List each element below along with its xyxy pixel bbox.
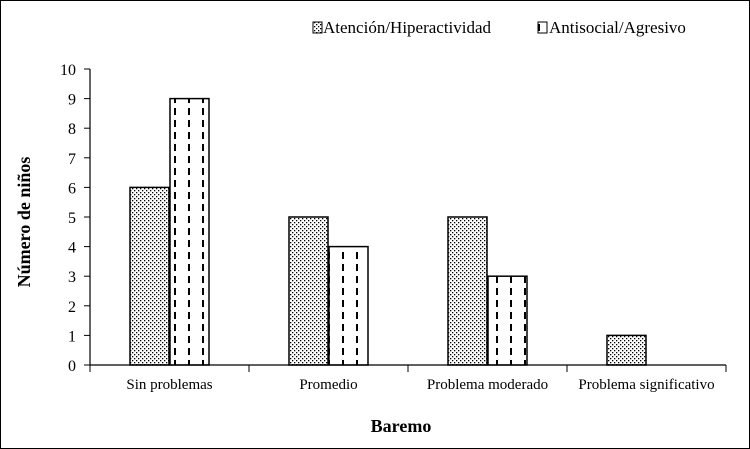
axes [89,69,727,372]
y-tick-label: 4 [68,240,76,257]
legend-label-antisocial: Antisocial/Agresivo [549,18,686,37]
y-tick-label: 1 [68,328,76,345]
x-axis-title: Baremo [371,416,432,436]
bar-atencion-3 [606,334,647,366]
legend: Atención/Hiperactividad Antisocial/Agres… [312,18,686,37]
y-tick-label: 6 [68,180,76,197]
x-category-label: Sin problemas [126,377,212,393]
y-axis-title: Número de niños [14,157,34,288]
y-tick-label: 9 [68,92,76,109]
bar-atencion-1 [288,216,329,366]
y-tick-label: 0 [68,358,76,375]
bar-antisocial-0 [169,97,210,366]
y-tick-label: 2 [68,299,76,316]
legend-label-atencion: Atención/Hiperactividad [323,18,492,37]
bar-atencion-2 [447,216,488,366]
x-category-label: Problema significativo [578,377,714,393]
bars [129,97,647,366]
x-category-label: Promedio [299,377,357,393]
y-tick-label: 7 [68,151,76,168]
y-tick-label: 8 [68,121,76,138]
y-tick-label: 10 [60,62,76,79]
x-category-label: Problema moderado [427,377,548,393]
x-axis-categories: Sin problemas Promedio Problema moderado Pr… [126,377,714,393]
legend-swatch-atencion [312,21,323,34]
bar-antisocial-2 [487,275,528,366]
bar-antisocial-1 [328,245,369,366]
y-tick-label: 5 [68,210,76,227]
y-axis-ticks: 0 1 2 3 4 5 6 7 8 9 10 [60,62,90,375]
y-tick-label: 3 [68,269,76,286]
bar-atencion-0 [129,186,170,366]
legend-swatch-antisocial [537,21,548,34]
